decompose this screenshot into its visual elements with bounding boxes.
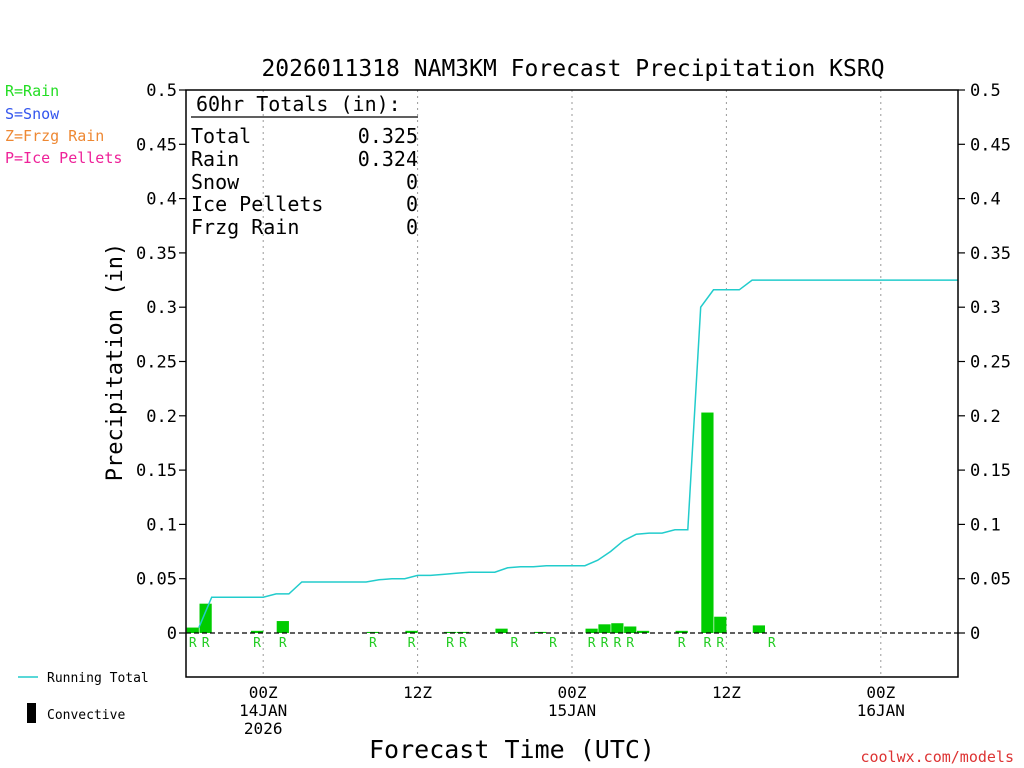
y-tick-left-10: 0.5 [146, 81, 177, 101]
bar-13 [624, 626, 637, 633]
type-marker-5: R [408, 636, 416, 651]
totals-box: 60hr Totals (in): Total 0.325 Rain 0.324… [191, 92, 418, 239]
x-axis-label: Forecast Time (UTC) [369, 735, 655, 764]
type-marker-4: R [369, 636, 377, 651]
totals-value-rain: 0.324 [358, 147, 418, 171]
bar-18 [752, 625, 765, 633]
y-tick-right-8: 0.4 [970, 190, 1001, 210]
y-tick-right-3: 0.15 [970, 461, 1011, 481]
bar-1 [199, 603, 212, 633]
y-tick-left-2: 0.1 [146, 515, 177, 535]
y-tick-left-0: 0 [167, 624, 177, 644]
type-marker-0: R [189, 636, 197, 651]
totals-label-total: Total [191, 124, 251, 148]
type-marker-9: R [549, 636, 557, 651]
y-tick-left-3: 0.15 [136, 461, 177, 481]
type-marker-10: R [588, 636, 596, 651]
y-ticks-right: 0 0.05 0.1 0.15 0.2 0.25 0.3 0.35 0.4 0.45 0.5 [958, 81, 1011, 644]
x-tick-4-line-1: 16JAN [857, 701, 905, 720]
y-tick-right-0: 0 [970, 624, 980, 644]
bar-12 [611, 623, 624, 633]
type-marker-2: R [253, 636, 261, 651]
type-marker-17: R [768, 636, 776, 651]
bar-8 [495, 628, 508, 633]
running-total-legend-label: Running Total [47, 671, 149, 686]
type-marker-11: R [601, 636, 609, 651]
type-marker-14: R [678, 636, 686, 651]
x-tick-0-line-1: 14JAN [239, 701, 287, 720]
totals-label-snow: Snow [191, 170, 240, 194]
running-total-line [198, 279, 958, 628]
x-tick-1-line-0: 12Z [403, 683, 432, 702]
y-tick-left-9: 0.45 [136, 135, 177, 155]
legend-ice-pellets: P=Ice Pellets [5, 149, 122, 167]
y-tick-right-7: 0.35 [970, 244, 1011, 264]
totals-value-freezing-rain: 0 [406, 215, 418, 239]
y-tick-left-1: 0.05 [136, 570, 177, 590]
bar-17 [714, 616, 727, 633]
type-marker-15: R [704, 636, 712, 651]
y-tick-right-10: 0.5 [970, 81, 1001, 101]
bar-16 [701, 412, 714, 633]
type-marker-6: R [446, 636, 454, 651]
type-marker-16: R [716, 636, 724, 651]
bar-2 [250, 630, 264, 633]
x-tick-4-line-0: 00Z [866, 683, 895, 702]
totals-label-ice-pellets: Ice Pellets [191, 192, 323, 216]
bar-10 [585, 628, 598, 633]
convective-legend-label: Convective [47, 708, 125, 723]
x-tick-2-line-0: 00Z [558, 683, 587, 702]
totals-value-total: 0.325 [358, 124, 418, 148]
totals-value-ice-pellets: 0 [406, 192, 418, 216]
type-marker-1: R [202, 636, 210, 651]
bar-0 [186, 627, 199, 633]
y-tick-left-6: 0.3 [146, 298, 177, 318]
chart-title: 2026011318 NAM3KM Forecast Precipitation… [261, 56, 884, 82]
vertical-gridlines [262, 90, 882, 677]
x-tick-3-line-0: 12Z [712, 683, 741, 702]
y-tick-right-9: 0.45 [970, 135, 1011, 155]
x-tick-0-line-2: 2026 [244, 719, 283, 738]
type-marker-3: R [279, 636, 287, 651]
y-tick-left-5: 0.25 [136, 353, 177, 373]
type-marker-7: R [459, 636, 467, 651]
source-credit: coolwx.com/models [860, 748, 1014, 766]
y-tick-right-5: 0.25 [970, 353, 1011, 373]
y-ticks-left: 0 0.05 0.1 0.15 0.2 0.25 0.3 0.35 0.4 0.45 0.5 [136, 81, 186, 644]
x-tick-0-line-0: 00Z [249, 683, 278, 702]
bar-5 [405, 630, 418, 633]
y-tick-right-4: 0.2 [970, 407, 1001, 427]
bar-14 [636, 630, 650, 633]
y-axis-label: Precipitation (in) [103, 243, 128, 481]
legend-rain: R=Rain [5, 82, 59, 100]
totals-header: 60hr Totals (in): [196, 92, 401, 116]
y-tick-left-4: 0.2 [146, 407, 177, 427]
legend-freezing-rain: Z=Frzg Rain [5, 127, 104, 145]
plot-frame [185, 89, 959, 678]
bar-11 [598, 624, 611, 633]
type-marker-13: R [626, 636, 634, 651]
legend-snow: S=Snow [5, 105, 60, 123]
x-tick-2-line-1: 15JAN [548, 701, 596, 720]
totals-value-snow: 0 [406, 170, 418, 194]
y-tick-right-2: 0.1 [970, 515, 1001, 535]
totals-label-freezing-rain: Frzg Rain [191, 215, 299, 239]
bar-15 [675, 630, 688, 633]
y-tick-left-7: 0.35 [136, 244, 177, 264]
y-tick-right-1: 0.05 [970, 570, 1011, 590]
y-tick-right-6: 0.3 [970, 298, 1001, 318]
y-tick-left-8: 0.4 [146, 190, 177, 210]
convective-legend-swatch [27, 703, 36, 723]
totals-label-rain: Rain [191, 147, 239, 171]
type-marker-12: R [613, 636, 621, 651]
bar-3 [276, 621, 289, 633]
type-marker-8: R [511, 636, 519, 651]
